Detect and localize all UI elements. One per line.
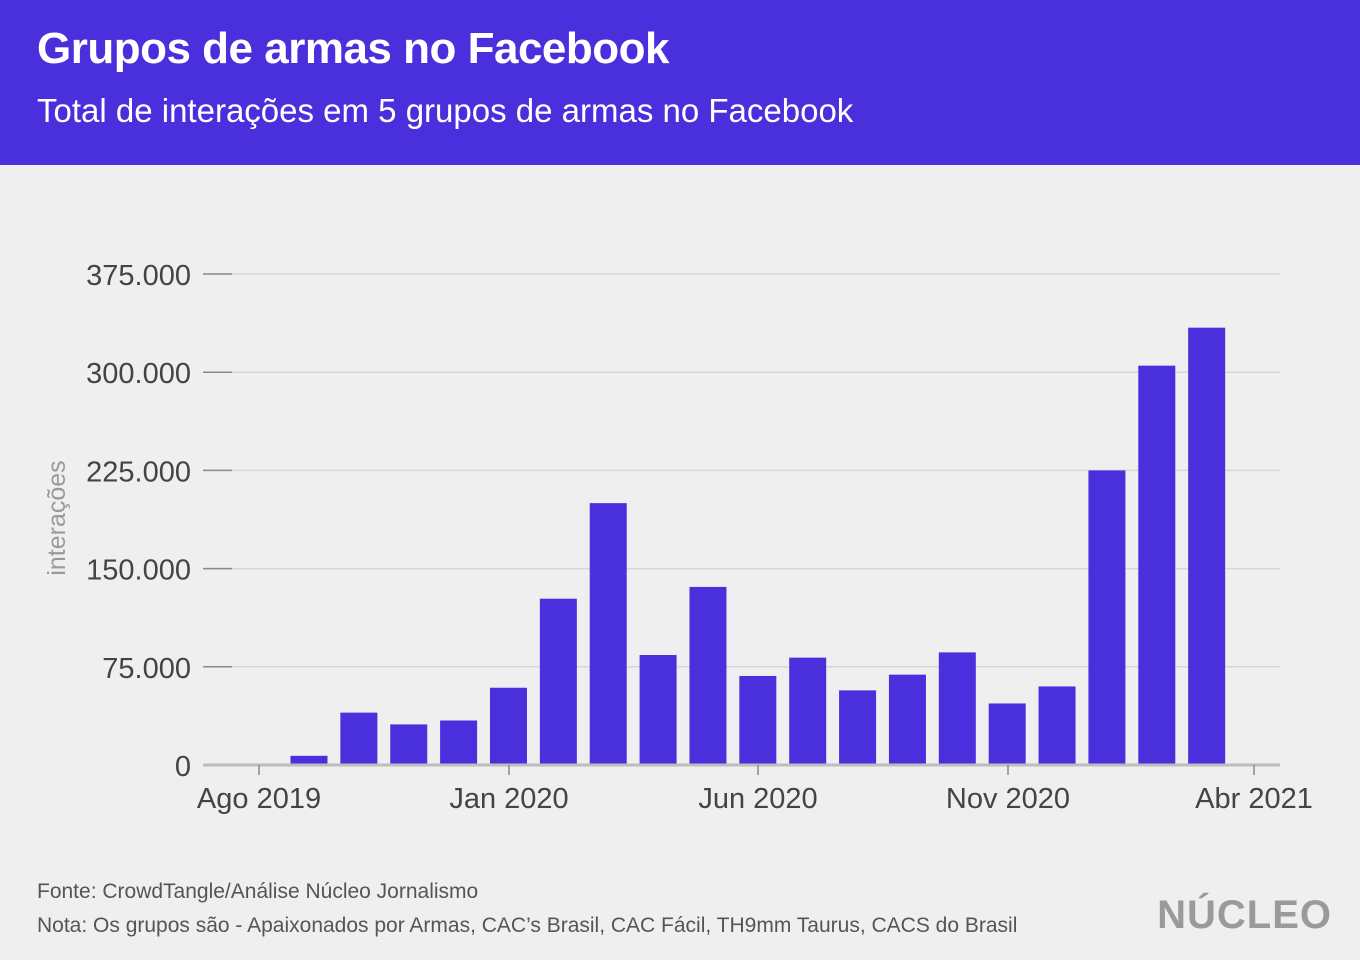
y-tick-label: 375.000	[86, 260, 191, 292]
bar	[739, 675, 777, 765]
bar	[689, 586, 727, 765]
bar	[1088, 470, 1126, 765]
bar	[988, 703, 1026, 765]
x-tick-label: Abr 2021	[1195, 783, 1313, 815]
x-tick-label: Nov 2020	[946, 783, 1070, 815]
y-tick-label: 150.000	[86, 555, 191, 587]
bar	[839, 690, 877, 765]
y-tick-label: 75.000	[102, 653, 191, 685]
y-tick-label: 225.000	[86, 456, 191, 488]
x-tick-label: Jun 2020	[698, 783, 817, 815]
bar	[589, 503, 627, 765]
bar	[340, 712, 378, 765]
x-tick-label: Jan 2020	[449, 783, 568, 815]
y-tick-label: 0	[175, 751, 191, 783]
bar	[1188, 327, 1226, 765]
chart-subtitle: Total de interações em 5 grupos de armas…	[37, 92, 854, 129]
bar	[888, 674, 926, 765]
bar	[938, 652, 976, 765]
bar	[440, 720, 478, 765]
source-note: Fonte: CrowdTangle/Análise Núcleo Jornal…	[37, 880, 479, 903]
nucleo-logo: NÚCLEO	[1157, 893, 1332, 937]
bar	[1038, 686, 1076, 765]
bar	[1138, 365, 1176, 765]
x-tick-label: Ago 2019	[197, 783, 321, 815]
bar-chart: 0 75.000 150.000 225.000 300.000 375.000 inter…	[43, 260, 1313, 815]
bar	[390, 724, 428, 765]
bar	[489, 687, 527, 765]
bar	[290, 755, 328, 765]
y-tick-label: 300.000	[86, 358, 191, 390]
groups-note: Nota: Os grupos são - Apaixonados por Ar…	[37, 914, 1018, 937]
bar	[639, 655, 677, 765]
bar	[539, 598, 577, 765]
chart-title: Grupos de armas no Facebook	[37, 24, 670, 73]
bar	[789, 657, 827, 765]
chart-header: Grupos de armas no Facebook Total de int…	[0, 0, 1360, 165]
y-axis-label: interações	[43, 460, 71, 575]
